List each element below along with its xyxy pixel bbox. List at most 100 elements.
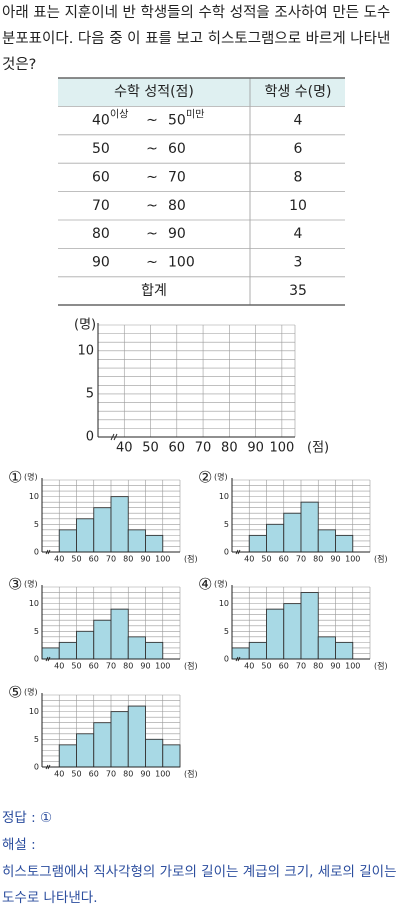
y-axis-label: (명) [24,687,38,697]
x-tick-label: 50 [261,662,271,671]
x-tick-label: 40 [54,555,64,564]
bar [127,636,146,660]
x-tick-label: 100 [345,662,360,671]
class-low: 70 [92,198,110,214]
bar [231,647,250,660]
class-high: 100 [168,255,195,271]
x-tick-label: 60 [279,555,289,564]
x-tick-label: 50 [71,555,81,564]
option-label: ③ [8,575,22,594]
option-label: ② [198,468,212,487]
table-header: 수학 성적(점) [114,84,194,100]
x-axis-label: (점) [374,661,388,671]
x-tick-label: 60 [89,555,99,564]
y-tick-label: 10 [29,599,39,608]
bar [93,722,112,768]
option-label: ④ [198,575,212,594]
x-tick-label: 50 [261,555,271,564]
x-tick-label: 70 [296,555,306,564]
y-tick-label: 5 [34,520,39,529]
bar [58,641,77,660]
axis-break [235,549,241,555]
bar [317,529,336,553]
y-tick-label: 0 [224,655,229,664]
bar [145,641,164,660]
y-axis-label: (명) [74,318,96,333]
answer: ① [39,810,53,826]
y-tick-label: 0 [34,655,39,664]
x-tick-label: 100 [155,770,170,779]
x-tick-label: 70 [106,555,116,564]
y-tick-label: 10 [219,599,229,608]
class-low: 80 [92,226,110,242]
bar [335,641,354,660]
bar [127,705,146,768]
x-axis-label: (점) [184,661,198,671]
x-tick-label: 60 [279,662,289,671]
x-tick-label: 60 [169,441,186,456]
x-tick-label: 70 [106,662,116,671]
x-tick-label: 40 [54,770,64,779]
x-tick-label: 70 [296,662,306,671]
bar [145,738,164,768]
class-low: 40 [92,113,110,129]
bar [76,630,95,660]
x-axis-label: (점) [184,554,198,564]
x-tick-label: 80 [123,770,133,779]
answer-line: 정답 : ① [2,805,398,831]
x-tick-label: 90 [330,555,340,564]
x-tick-label: 100 [345,555,360,564]
x-tick-label: 40 [116,441,133,456]
bar [266,523,285,553]
frequency: 4 [294,113,303,129]
bar [283,603,302,660]
class-high: 50 [168,113,186,129]
class-low: 90 [92,255,110,271]
bar [300,592,319,660]
range-separator: ~ [146,198,158,214]
class-low: 50 [92,141,110,157]
bar [58,744,77,768]
y-tick-label: 10 [29,707,39,716]
class-high: 90 [168,226,186,242]
bar [266,608,285,660]
class-high: 60 [168,141,186,157]
bar [145,534,164,553]
y-tick-label: 5 [224,520,229,529]
x-tick-label: 40 [244,662,254,671]
x-tick-label: 90 [140,662,150,671]
bar [93,507,112,553]
bar [300,501,319,553]
bar [162,744,181,768]
x-tick-label: 50 [71,770,81,779]
frequency: 8 [294,169,303,185]
y-tick-label: 0 [224,548,229,557]
x-tick-label: 100 [155,662,170,671]
frequency: 3 [294,255,303,271]
x-tick-label: 50 [142,441,159,456]
bar [335,534,354,553]
option-label: ① [8,468,22,487]
x-tick-label: 80 [313,555,323,564]
bar [58,529,77,553]
axis-break [45,656,51,662]
bar [41,647,60,660]
range-separator: ~ [146,169,158,185]
bar [248,534,267,553]
x-axis-label: (점) [374,554,388,564]
y-axis-label: (명) [24,472,38,482]
y-tick-label: 5 [34,627,39,636]
y-tick-label: 10 [219,492,229,501]
explanation-label: 해설 : [2,837,36,853]
x-axis-label: (점) [307,441,329,456]
answer-label: 정답 : [2,810,36,826]
option-label: ⑤ [8,683,22,702]
x-tick-label: 90 [330,662,340,671]
y-tick-label: 5 [86,386,94,401]
y-tick-label: 0 [34,763,39,772]
range-note: 미만 [186,109,204,121]
bar [93,619,112,660]
range-separator: ~ [146,255,158,271]
